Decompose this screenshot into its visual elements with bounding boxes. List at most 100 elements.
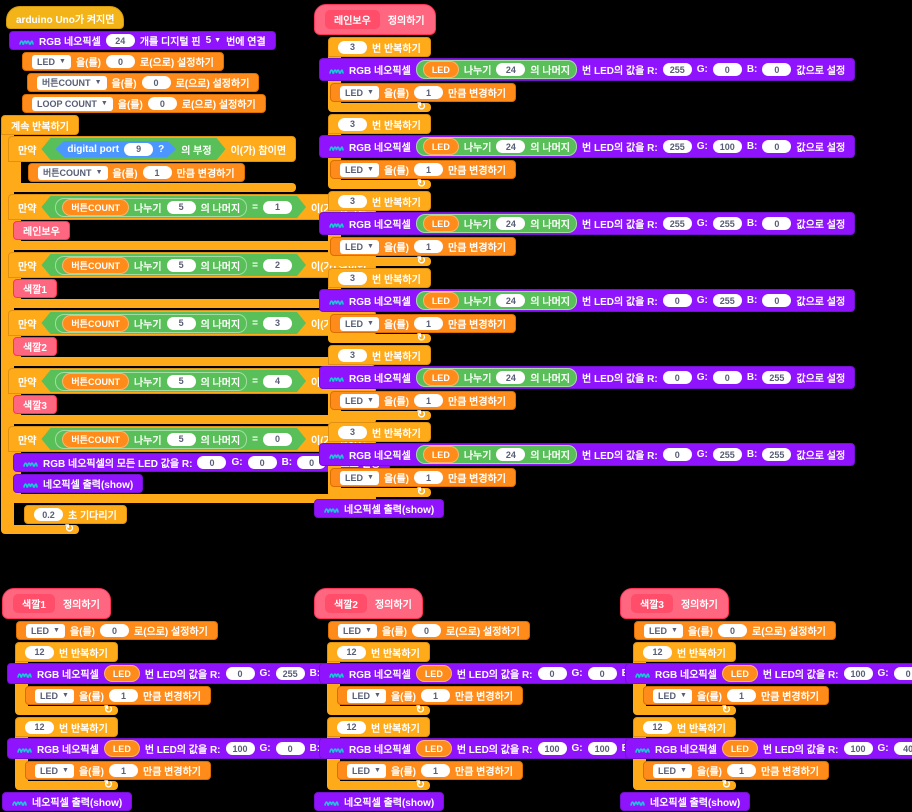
change-variable-led[interactable]: LED ▼ 을(를) 1 만큼 변경하기 xyxy=(330,237,516,256)
value-input[interactable]: 1 xyxy=(414,163,443,176)
value-input[interactable]: 1 xyxy=(421,764,450,777)
dropdown-field[interactable]: LED ▼ xyxy=(340,316,379,331)
neopixel-show[interactable]: 네오픽셀 출력(show) xyxy=(13,474,144,493)
change-variable-led[interactable]: LED ▼ 을(를) 1 만큼 변경하기 xyxy=(337,761,523,780)
color1-definition[interactable]: 색깔1 정의하기 LED ▼ 을(를) 0 로(으로) 설정하기 12 번 반복하기 RGB 네오… xyxy=(2,588,418,811)
variable-pill[interactable]: LED xyxy=(422,215,459,232)
variable-pill[interactable]: LED xyxy=(422,446,459,463)
value-input[interactable]: 0 xyxy=(225,667,255,680)
dropdown-field[interactable]: LOOP COUNT ▼ xyxy=(32,96,113,111)
c-block-header[interactable]: 12 번 반복하기 xyxy=(327,642,430,662)
neopixel-show[interactable]: 네오픽셀 출력(show) xyxy=(314,499,445,518)
value-input[interactable]: 255 xyxy=(712,448,742,461)
value-input[interactable]: 5 xyxy=(167,259,196,272)
value-input[interactable]: 3 xyxy=(338,425,367,439)
set-variable-led[interactable]: LED ▼ 을(를) 0 로(으로) 설정하기 xyxy=(634,621,836,640)
equals-operator[interactable]: 버튼COUNT 나누기 5 의 나머지 = 0 xyxy=(41,428,306,450)
dropdown-field[interactable]: LED ▼ xyxy=(340,85,379,100)
repeat-3-cyan[interactable]: 3 번 반복하기 RGB 네오픽셀 LED 나누기 24 의 나머지 번 LED의 값을 R:… xyxy=(319,422,856,497)
value-input[interactable]: 24 xyxy=(105,34,135,47)
not-operator[interactable]: digital port 9? 의 부정 xyxy=(41,138,225,160)
dropdown-field[interactable]: LED ▼ xyxy=(35,763,74,778)
value-input[interactable]: 100 xyxy=(587,742,617,755)
dropdown-field[interactable]: 버튼COUNT ▼ xyxy=(37,75,107,90)
mod-operator[interactable]: LED 나누기 24 의 나머지 xyxy=(415,445,578,464)
dropdown-field[interactable]: LED ▼ xyxy=(347,688,386,703)
if-button-pressed[interactable]: 만약 digital port 9? 의 부정 이(가) 참이면 버튼COUNT ▼ 을(를)… xyxy=(8,136,297,192)
value-input[interactable]: 1 xyxy=(263,201,292,214)
value-input[interactable]: 100 xyxy=(225,742,255,755)
neopixel-connect[interactable]: RGB 네오픽셀 24 개를 디지털 핀 5 ▼ 번에 연결 xyxy=(9,31,276,50)
value-input[interactable]: 0.2 xyxy=(34,508,63,521)
value-input[interactable]: 0 xyxy=(712,371,742,384)
value-input[interactable]: 255 xyxy=(762,448,792,461)
mod-operator[interactable]: 버튼COUNT 나누기 5 의 나머지 xyxy=(55,430,247,449)
call-rainbow[interactable]: 레인보우 xyxy=(13,221,70,240)
main-script[interactable]: arduino Uno가 켜지면 RGB 네오픽셀 24 개를 디지털 핀 5 ▼ 번에 연… xyxy=(1,6,390,534)
if-mod-equals-2[interactable]: 만약 버튼COUNT 나누기 5 의 나머지 = 2 이(가) 참이면 색깔1 xyxy=(8,252,377,308)
change-variable-led[interactable]: LED ▼ 을(를) 1 만큼 변경하기 xyxy=(337,686,523,705)
value-input[interactable]: 2 xyxy=(263,259,292,272)
value-input[interactable]: 1 xyxy=(414,86,443,99)
call-color2[interactable]: 색깔2 xyxy=(13,337,57,356)
value-input[interactable]: 24 xyxy=(496,63,526,76)
c-block-header[interactable]: 3 번 반복하기 xyxy=(328,345,431,365)
value-input[interactable]: 255 xyxy=(275,667,305,680)
variable-pill[interactable]: LED xyxy=(721,665,758,682)
equals-operator[interactable]: 버튼COUNT 나누기 5 의 나머지 = 2 xyxy=(41,254,306,276)
value-input[interactable]: 4 xyxy=(263,375,292,388)
value-input[interactable]: 255 xyxy=(712,294,742,307)
value-input[interactable]: 0 xyxy=(587,667,617,680)
when-arduino-starts[interactable]: arduino Uno가 켜지면 xyxy=(6,6,125,29)
value-input[interactable]: 255 xyxy=(662,63,692,76)
change-variable-led[interactable]: LED ▼ 을(를) 1 만큼 변경하기 xyxy=(643,686,829,705)
value-input[interactable]: 0 xyxy=(263,433,292,446)
c-block-header[interactable]: 3 번 반복하기 xyxy=(328,114,431,134)
value-input[interactable]: 0 xyxy=(100,624,129,637)
value-input[interactable]: 1 xyxy=(421,689,450,702)
value-input[interactable]: 12 xyxy=(337,645,366,659)
value-input[interactable]: 24 xyxy=(496,448,526,461)
c-block-header[interactable]: 12 번 반복하기 xyxy=(633,642,736,662)
equals-operator[interactable]: 버튼COUNT 나누기 5 의 나머지 = 3 xyxy=(41,312,306,334)
dropdown-field[interactable]: LED ▼ xyxy=(340,470,379,485)
neopixel-set-led-mod[interactable]: RGB 네오픽셀 LED 나누기 24 의 나머지 번 LED의 값을 R: 255 G: 10… xyxy=(319,135,856,158)
change-variable-led[interactable]: LED ▼ 을(를) 1 만큼 변경하기 xyxy=(330,160,516,179)
variable-pill[interactable]: LED xyxy=(422,61,459,78)
mod-operator[interactable]: 버튼COUNT 나누기 5 의 나머지 xyxy=(55,198,247,217)
value-input[interactable]: 1 xyxy=(414,317,443,330)
value-input[interactable]: 1 xyxy=(109,764,138,777)
value-input[interactable]: 100 xyxy=(537,742,567,755)
value-input[interactable]: 3 xyxy=(338,194,367,208)
custom-block-prototype[interactable]: 색깔1 xyxy=(13,594,55,613)
variable-pill[interactable]: LED xyxy=(721,740,758,757)
value-input[interactable]: 9 xyxy=(124,143,153,156)
define-color3[interactable]: 색깔3 정의하기 xyxy=(620,588,729,619)
c-block-header[interactable]: 12 번 반복하기 xyxy=(633,717,736,737)
c-block-header[interactable]: 3 번 반복하기 xyxy=(328,191,431,211)
neopixel-show[interactable]: 네오픽셀 출력(show) xyxy=(620,792,751,811)
equals-operator[interactable]: 버튼COUNT 나누기 5 의 나머지 = 4 xyxy=(41,370,306,392)
value-input[interactable]: 0 xyxy=(712,63,742,76)
value-input[interactable]: 100 xyxy=(712,140,742,153)
value-input[interactable]: 255 xyxy=(762,371,792,384)
repeat-3-orange[interactable]: 3 번 반복하기 RGB 네오픽셀 LED 나누기 24 의 나머지 번 LED의 값을 R:… xyxy=(319,114,856,189)
mod-operator[interactable]: 버튼COUNT 나누기 5 의 나머지 xyxy=(55,314,247,333)
dropdown-field[interactable]: LED ▼ xyxy=(338,623,377,638)
rainbow-definition[interactable]: 레인보우 정의하기 3 번 반복하기 RGB 네오픽셀 LED 나누기 24 의 나머지 번 LE… xyxy=(314,4,856,518)
value-input[interactable]: 1 xyxy=(727,764,756,777)
mod-operator[interactable]: LED 나누기 24 의 나머지 xyxy=(415,368,578,387)
value-input[interactable]: 5 xyxy=(167,433,196,446)
change-variable-led[interactable]: LED ▼ 을(를) 1 만큼 변경하기 xyxy=(643,761,829,780)
set-variable-led[interactable]: LED ▼ 을(를) 0 로(으로) 설정하기 xyxy=(16,621,218,640)
change-variable-led[interactable]: LED ▼ 을(를) 1 만큼 변경하기 xyxy=(330,314,516,333)
dropdown-field[interactable]: LED ▼ xyxy=(340,162,379,177)
value-input[interactable]: 3 xyxy=(338,117,367,131)
